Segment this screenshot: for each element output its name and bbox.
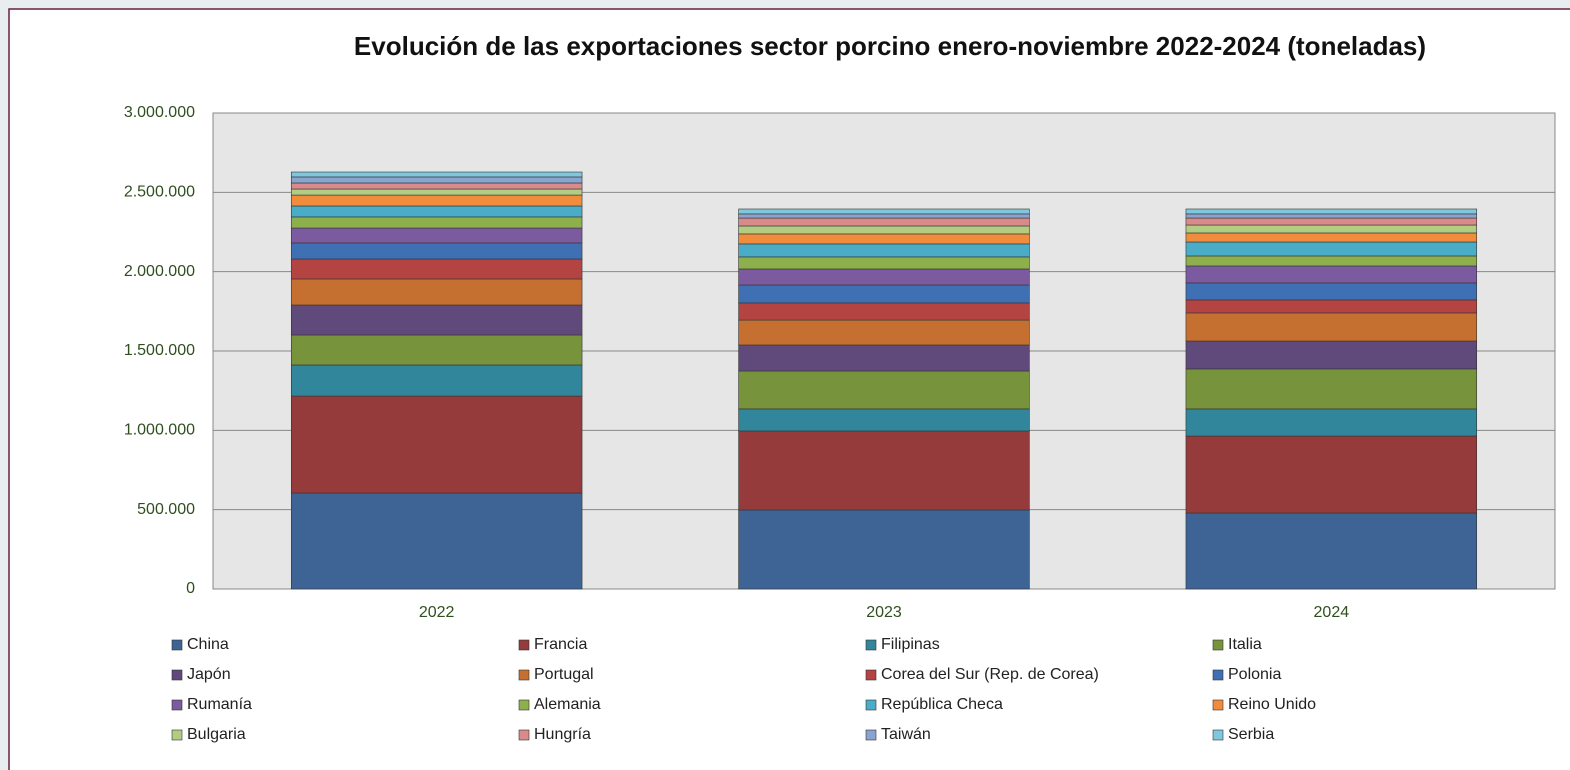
- legend-swatch: [865, 729, 877, 741]
- legend-label: Italia: [1228, 636, 1262, 653]
- legend-label: Corea del Sur (Rep. de Corea): [881, 666, 1099, 683]
- bar-segment: [738, 256, 1030, 270]
- bar-segment: [290, 492, 583, 590]
- bar-segment: [1185, 208, 1478, 215]
- bar-segment: [290, 278, 583, 306]
- bar-segment: [738, 268, 1030, 286]
- bar-segment: [738, 217, 1030, 227]
- bar-segment: [1185, 512, 1478, 590]
- legend-swatch: [1212, 639, 1224, 651]
- legend-label: Portugal: [534, 666, 594, 683]
- bar-segment: [738, 302, 1030, 321]
- legend-label: Bulgaria: [187, 726, 246, 743]
- y-tick-label: 3.000.000: [124, 104, 195, 121]
- bar-segment: [738, 344, 1030, 372]
- bar-segment: [1185, 241, 1478, 257]
- x-tick-label: 2024: [1314, 604, 1350, 621]
- legend-swatch: [518, 729, 530, 741]
- bar-segment: [290, 334, 583, 366]
- bar-segment: [290, 258, 583, 280]
- legend-label: Reino Unido: [1228, 696, 1316, 713]
- bar-segment: [290, 188, 583, 196]
- bar-segment: [290, 176, 583, 184]
- legend-swatch: [518, 669, 530, 681]
- legend-label: Hungría: [534, 726, 591, 743]
- bar-segment: [1185, 435, 1478, 514]
- bar-segment: [738, 319, 1030, 346]
- bar-segment: [1185, 255, 1478, 267]
- legend-swatch: [865, 699, 877, 711]
- bar-segment: [738, 208, 1030, 215]
- legend-swatch: [1212, 669, 1224, 681]
- bar-segment: [738, 213, 1030, 219]
- legend-swatch: [865, 669, 877, 681]
- bar-segment: [1185, 368, 1478, 410]
- bar-segment: [738, 430, 1030, 511]
- legend-swatch: [865, 639, 877, 651]
- legend-label: Taiwán: [881, 726, 931, 743]
- bar-segment: [290, 171, 583, 178]
- chart-title: Evolución de las exportaciones sector po…: [354, 31, 1426, 61]
- y-tick-label: 500.000: [137, 501, 195, 518]
- bar-segment: [1185, 213, 1478, 219]
- bar-segment: [738, 509, 1030, 590]
- legend-swatch: [171, 699, 183, 711]
- y-tick-label: 0: [186, 580, 195, 597]
- legend-label: Francia: [534, 636, 587, 653]
- x-tick-label: 2022: [419, 604, 455, 621]
- legend-label: Serbia: [1228, 726, 1274, 743]
- bar-segment: [1185, 282, 1478, 301]
- bar-segment: [738, 233, 1030, 245]
- legend-swatch: [518, 639, 530, 651]
- bar-segment: [1185, 224, 1478, 234]
- legend-swatch: [518, 699, 530, 711]
- legend-swatch: [1212, 729, 1224, 741]
- legend-label: República Checa: [881, 696, 1003, 713]
- bar-segment: [1185, 340, 1478, 370]
- bar-segment: [290, 216, 583, 229]
- bar-segment: [738, 408, 1030, 432]
- bar-segment: [1185, 408, 1478, 437]
- legend-label: Rumanía: [187, 696, 252, 713]
- legend-swatch: [171, 729, 183, 741]
- legend-label: China: [187, 636, 229, 653]
- bar-segment: [290, 227, 583, 244]
- legend-swatch: [1212, 699, 1224, 711]
- bar-segment: [290, 364, 583, 397]
- y-tick-label: 1.500.000: [124, 342, 195, 359]
- y-tick-label: 2.500.000: [124, 184, 195, 201]
- bar-segment: [290, 395, 583, 494]
- bar-segment: [1185, 312, 1478, 342]
- legend-label: Filipinas: [881, 636, 940, 653]
- bar-segment: [738, 370, 1030, 410]
- bar-segment: [1185, 232, 1478, 243]
- bar-segment: [738, 284, 1030, 304]
- bar-segment: [738, 243, 1030, 258]
- bar-segment: [290, 304, 583, 336]
- legend-label: Polonia: [1228, 666, 1281, 683]
- bar-segment: [1185, 217, 1478, 226]
- y-tick-label: 2.000.000: [124, 263, 195, 280]
- bar-segment: [738, 225, 1030, 235]
- bar-segment: [1185, 265, 1478, 284]
- bar-segment: [290, 205, 583, 218]
- legend-swatch: [171, 669, 183, 681]
- x-tick-label: 2023: [866, 604, 902, 621]
- bar-segment: [290, 242, 583, 260]
- legend-swatch: [171, 639, 183, 651]
- y-tick-label: 1.000.000: [124, 422, 195, 439]
- bar-segment: [290, 182, 583, 190]
- legend-label: Alemania: [534, 696, 601, 713]
- legend-label: Japón: [187, 666, 231, 683]
- bar-segment: [290, 194, 583, 207]
- bar-segment: [1185, 299, 1478, 314]
